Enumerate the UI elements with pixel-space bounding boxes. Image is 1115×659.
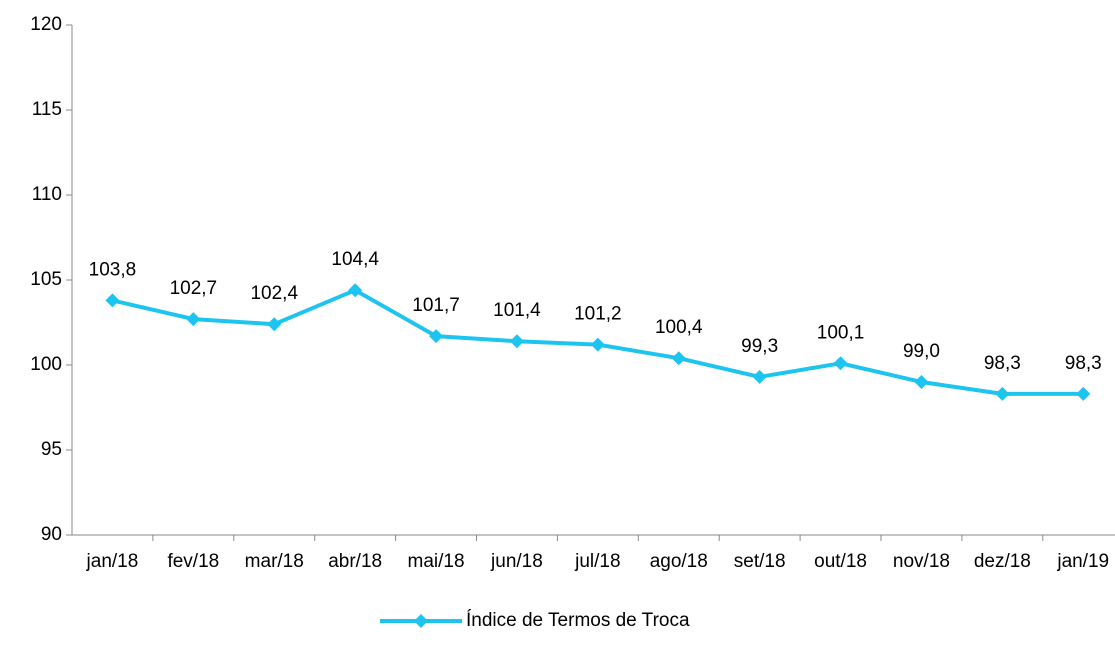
x-tick-label: jul/18 — [574, 551, 620, 572]
point — [509, 334, 524, 349]
x-tick-label: fev/18 — [167, 551, 219, 572]
x-tick-label: mai/18 — [408, 551, 465, 572]
data-label: 103,8 — [89, 259, 137, 280]
y-tick-label: 110 — [32, 184, 62, 205]
y-tick-label: 120 — [30, 14, 62, 35]
point — [348, 283, 363, 298]
data-label: 99,3 — [741, 336, 778, 357]
legend-label: Índice de Termos de Troca — [466, 610, 690, 631]
data-label: 102,7 — [170, 278, 218, 299]
point — [833, 356, 848, 371]
point — [429, 329, 444, 344]
data-label: 100,1 — [817, 322, 865, 343]
point — [671, 351, 686, 366]
data-label: 98,3 — [1065, 353, 1102, 374]
x-tick-label: dez/18 — [974, 551, 1031, 572]
y-tick-label: 100 — [30, 354, 62, 375]
data-label: 101,4 — [493, 300, 541, 321]
data-label: 100,4 — [655, 317, 703, 338]
legend-marker — [414, 614, 428, 628]
data-label: 99,0 — [903, 341, 940, 362]
point — [186, 312, 201, 327]
data-label: 101,7 — [412, 295, 460, 316]
point — [1076, 386, 1091, 401]
x-tick-label: nov/18 — [893, 551, 950, 572]
point — [267, 317, 282, 332]
data-label: 104,4 — [331, 249, 379, 270]
x-tick-label: mar/18 — [245, 551, 304, 572]
y-tick-label: 95 — [41, 439, 62, 460]
point — [590, 337, 605, 352]
x-tick-label: jan/19 — [1056, 551, 1109, 572]
y-tick-label: 105 — [30, 269, 62, 290]
x-tick-label: ago/18 — [650, 551, 708, 572]
point — [995, 386, 1010, 401]
point — [752, 369, 767, 384]
point — [914, 375, 929, 389]
data-label: 101,2 — [574, 304, 622, 325]
x-tick-label: set/18 — [734, 551, 786, 572]
data-label: 102,4 — [250, 283, 298, 304]
x-tick-label: jun/18 — [490, 551, 543, 572]
x-tick-label: out/18 — [814, 551, 867, 572]
data-label: 98,3 — [984, 353, 1021, 374]
x-tick-label: jan/18 — [86, 551, 139, 572]
y-tick-label: 90 — [41, 524, 62, 545]
y-tick-label: 115 — [32, 99, 62, 120]
x-tick-label: abr/18 — [328, 551, 382, 572]
point — [105, 293, 120, 308]
